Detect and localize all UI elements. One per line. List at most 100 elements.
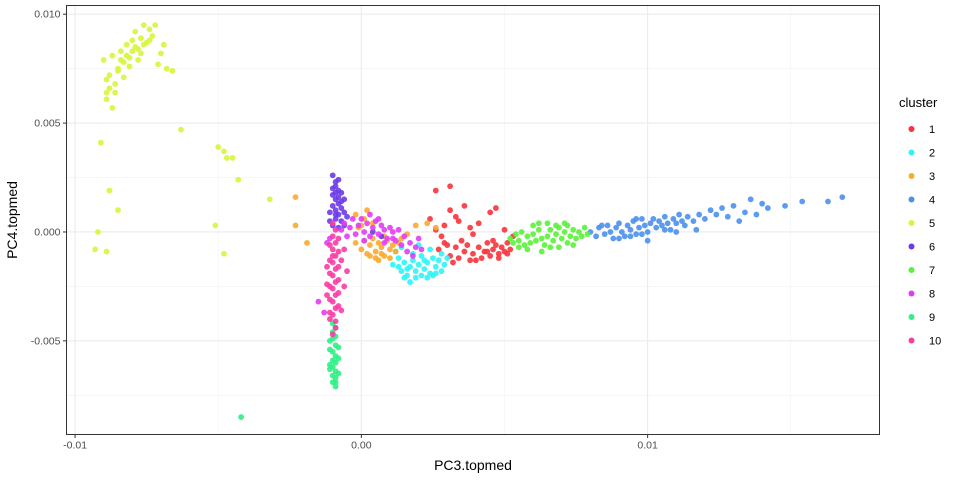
data-point: [487, 209, 494, 216]
data-point: [690, 218, 697, 224]
data-point: [335, 355, 342, 362]
data-point: [329, 172, 336, 179]
data-point: [326, 309, 333, 316]
data-point: [627, 233, 634, 240]
data-point: [378, 222, 385, 229]
legend-item-10: 10: [908, 336, 941, 348]
data-point: [123, 52, 130, 59]
data-point: [364, 220, 370, 227]
data-point: [326, 337, 333, 344]
data-point: [424, 274, 431, 281]
data-point: [696, 211, 703, 218]
data-point: [530, 222, 537, 229]
data-point: [719, 205, 725, 211]
data-point: [636, 224, 642, 231]
data-point: [266, 196, 273, 203]
data-point: [109, 52, 116, 59]
data-point: [332, 216, 339, 222]
data-point: [378, 244, 385, 251]
legend-item-3: 3: [908, 171, 935, 183]
data-point: [564, 222, 571, 229]
data-point: [427, 216, 433, 222]
data-point: [138, 35, 144, 42]
y-axis: -0.005 0.000 0.005 0.010: [31, 9, 67, 347]
data-point: [547, 244, 554, 251]
data-point: [510, 239, 516, 246]
legend-label: 2: [929, 148, 935, 160]
data-point: [369, 224, 376, 231]
data-point: [129, 37, 136, 44]
legend-label: 1: [929, 124, 935, 136]
data-point: [123, 41, 130, 48]
data-point: [106, 187, 113, 194]
data-point: [332, 226, 339, 233]
data-point: [332, 324, 339, 331]
data-point: [647, 220, 654, 227]
data-point: [326, 366, 333, 373]
data-point: [347, 224, 353, 231]
data-point: [618, 229, 625, 235]
panel-border: [66, 5, 880, 435]
data-point: [338, 307, 345, 314]
data-point: [782, 202, 788, 209]
data-point: [338, 205, 345, 211]
data-point: [132, 43, 139, 50]
data-point: [701, 216, 708, 222]
data-point: [412, 244, 419, 251]
data-point: [415, 235, 422, 242]
legend-label: 8: [929, 289, 935, 301]
series-5-points: [92, 22, 273, 257]
data-point: [742, 209, 748, 216]
data-point: [484, 239, 491, 246]
legend-label: 9: [929, 312, 935, 324]
data-point: [418, 246, 425, 253]
data-point: [115, 67, 121, 74]
data-point: [387, 224, 393, 231]
data-point: [112, 89, 119, 96]
data-point: [538, 248, 545, 255]
data-point: [138, 50, 144, 57]
data-point: [633, 231, 640, 238]
data-point: [444, 255, 451, 262]
series-2-points: [389, 242, 451, 285]
series-1-points: [427, 183, 516, 266]
major-gridlines: [66, 5, 880, 435]
data-point: [132, 28, 139, 35]
data-point: [432, 270, 439, 277]
data-point: [212, 222, 219, 229]
data-point: [372, 248, 379, 255]
data-point: [335, 370, 342, 377]
data-point: [576, 229, 582, 235]
data-point: [329, 253, 336, 259]
data-point: [97, 139, 104, 146]
y-tick-label: 0.000: [34, 226, 60, 238]
data-point: [653, 224, 660, 231]
data-point: [644, 229, 651, 235]
data-point: [524, 246, 531, 253]
data-point: [461, 202, 468, 209]
data-point: [707, 207, 714, 214]
legend-key: [908, 173, 915, 179]
data-point: [581, 224, 588, 231]
data-point: [515, 244, 522, 251]
data-point: [430, 255, 436, 262]
data-point: [367, 242, 373, 248]
data-point: [341, 220, 348, 227]
data-point: [158, 50, 164, 57]
data-point: [329, 246, 336, 253]
legend-item-5: 5: [908, 218, 935, 230]
data-point: [381, 226, 388, 233]
data-point: [638, 231, 645, 238]
data-point: [292, 194, 299, 201]
data-point: [367, 233, 373, 240]
data-point: [447, 207, 453, 214]
data-point: [329, 202, 336, 209]
data-point: [610, 235, 617, 242]
data-point: [664, 220, 671, 227]
data-point: [341, 283, 348, 290]
data-point: [470, 231, 476, 238]
legend-item-6: 6: [908, 242, 935, 254]
data-point: [321, 309, 328, 316]
data-point: [544, 233, 551, 240]
